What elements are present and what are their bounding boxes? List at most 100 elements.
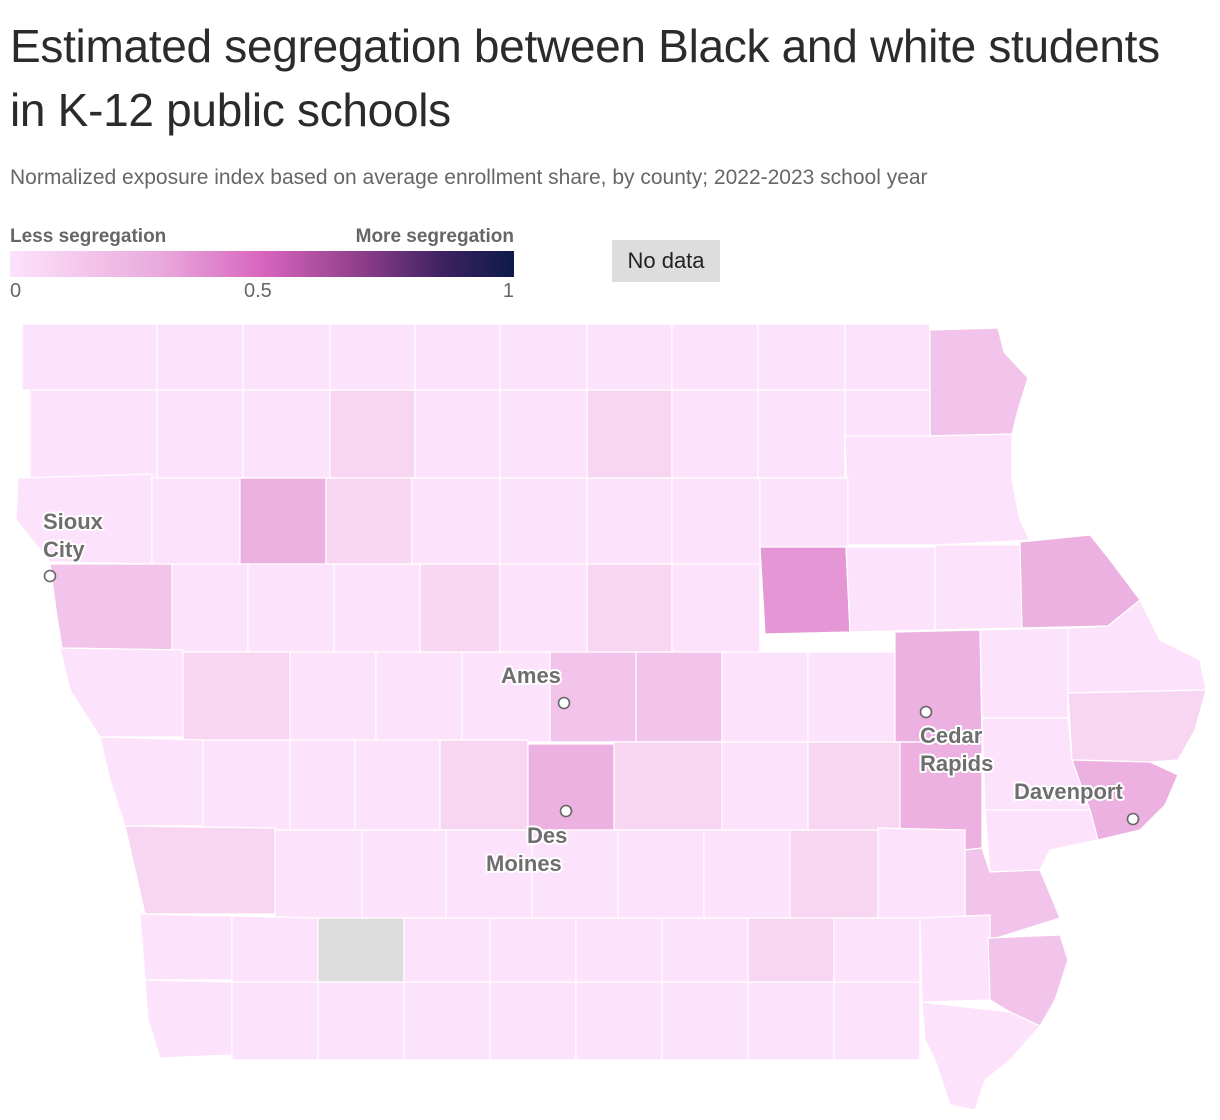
- county-row7-9: [984, 809, 1099, 873]
- county-row2-ne: [844, 433, 1031, 546]
- county-row8-nodata: [317, 917, 405, 983]
- sioux-city-label-line1: Sioux: [43, 509, 104, 534]
- county-row2-3: [242, 389, 331, 479]
- county-row6-3: [354, 739, 441, 831]
- county-row4-5: [499, 563, 588, 656]
- county-row2-4: [329, 389, 416, 479]
- county-row5-8: [807, 651, 896, 743]
- county-row9-4: [489, 981, 577, 1061]
- legend-tick-0: 0: [10, 280, 22, 302]
- chart-subtitle: Normalized exposure index based on avera…: [10, 166, 928, 189]
- county-row3-3: [325, 477, 413, 567]
- county-row9-1: [144, 979, 233, 1059]
- county-row3-6: [586, 477, 673, 567]
- county-row7-6: [703, 829, 791, 919]
- county-row1-4: [329, 323, 416, 391]
- county-layer: [15, 323, 1207, 1111]
- county-row9-2: [317, 981, 405, 1061]
- county-row4-1: [49, 563, 186, 651]
- county-row6-11: [1067, 689, 1207, 763]
- county-row4-dark: [759, 546, 851, 635]
- county-row2-6: [499, 389, 588, 479]
- county-row2-5: [414, 389, 501, 479]
- county-row3-4: [411, 477, 501, 567]
- county-row5-7: [721, 651, 809, 743]
- county-row6b-3: [807, 741, 901, 831]
- county-row8-2: [489, 917, 577, 985]
- sioux-city-label-line2: City: [43, 537, 85, 562]
- county-row1-3: [242, 323, 331, 391]
- county-row2-2: [156, 389, 244, 479]
- county-row8-1: [403, 917, 491, 985]
- chart-title: Estimated segregation between Black and …: [10, 20, 1160, 136]
- county-row9-6: [661, 981, 749, 1061]
- county-row8-2: [231, 915, 319, 983]
- county-row8-9: [919, 914, 991, 1003]
- legend-low-label: Less segregation: [10, 226, 167, 247]
- des-moines-label-line1: Des: [527, 823, 567, 848]
- county-row1-7: [586, 323, 673, 391]
- legend-tick-1: 1: [502, 280, 514, 302]
- county-row6-1: [202, 739, 291, 831]
- ames-label: Ames: [501, 663, 561, 688]
- iowa-county-map: Sioux City Ames Des Moines Cedar Rapids …: [15, 323, 1207, 1111]
- county-row7-7: [789, 829, 879, 919]
- county-row6b-2: [721, 741, 809, 831]
- no-data-legend-swatch: No data: [612, 240, 720, 282]
- legend-high-label: More segregation: [355, 226, 514, 247]
- county-row7-5: [617, 829, 705, 919]
- county-row5-10: [979, 627, 1069, 719]
- county-row2-7: [586, 389, 673, 479]
- county-row1-8: [671, 323, 759, 391]
- county-row6-4: [439, 739, 529, 831]
- county-row4-6: [586, 563, 673, 656]
- county-row2-8: [671, 389, 759, 479]
- county-row4-1: [171, 563, 249, 656]
- county-row5-3: [375, 651, 463, 743]
- county-row1-6: [499, 323, 588, 391]
- county-row4-9: [845, 546, 936, 633]
- county-row8-6: [833, 917, 921, 985]
- legend-tick-0-5: 0.5: [244, 280, 272, 302]
- county-row9-3: [403, 981, 491, 1061]
- county-row9-7: [747, 981, 835, 1061]
- county-row9-5: [575, 981, 663, 1061]
- county-row5-2: [289, 651, 377, 743]
- cedar-rapids-label-line1: Cedar: [920, 723, 983, 748]
- county-row8-1: [139, 913, 233, 981]
- county-row8-lee: [987, 934, 1069, 1027]
- des-moines-label-line2: Moines: [486, 851, 562, 876]
- county-row4-2: [247, 563, 335, 656]
- county-row1-9: [757, 323, 846, 391]
- county-row4-7: [671, 563, 761, 656]
- county-row8-4: [661, 917, 749, 985]
- legend-gradient-bar: [10, 251, 514, 277]
- county-row6-2: [289, 739, 356, 831]
- davenport-marker: [1126, 812, 1140, 826]
- county-row3-7: [671, 477, 761, 567]
- cedar-rapids-marker: [919, 705, 933, 719]
- county-row5-6: [635, 651, 723, 743]
- county-row3-1: [151, 477, 241, 567]
- county-row3-1: [15, 473, 153, 565]
- county-row7-1: [124, 825, 276, 915]
- county-row3-5: [499, 477, 588, 567]
- county-row1-1: [21, 323, 158, 391]
- county-row7-1: [274, 829, 363, 919]
- county-row9-lee: [921, 1001, 1041, 1111]
- color-legend: Less segregation More segregation 0 0.5 …: [10, 226, 514, 306]
- cedar-rapids-label-line2: Rapids: [920, 751, 993, 776]
- county-row8-5: [747, 917, 835, 985]
- county-row6-1: [99, 736, 209, 827]
- county-row9-8: [833, 981, 921, 1061]
- county-row7-2: [361, 829, 447, 919]
- county-row1-10: [844, 323, 931, 391]
- county-row5-1: [59, 647, 184, 738]
- county-row4-3: [333, 563, 421, 656]
- county-row1-ne: [929, 327, 1029, 437]
- county-row4-4: [419, 563, 501, 656]
- des-moines-marker: [559, 804, 573, 818]
- county-row1-2: [156, 323, 244, 391]
- city-layer: Sioux City Ames Des Moines Cedar Rapids …: [41, 507, 1140, 878]
- county-row5-1: [182, 651, 291, 743]
